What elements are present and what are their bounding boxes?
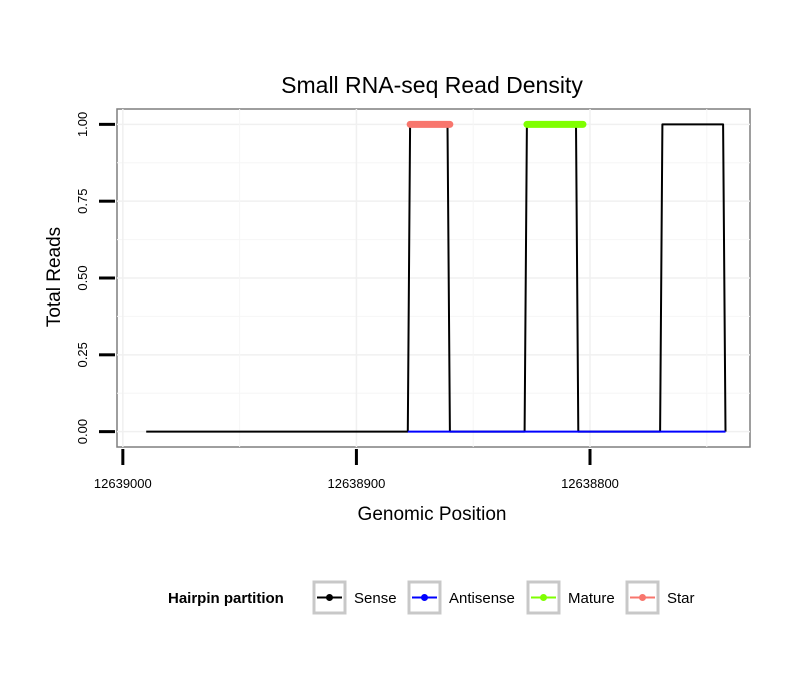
chart-title: Small RNA-seq Read Density <box>281 72 583 98</box>
x-axis-title: Genomic Position <box>358 504 507 525</box>
y-tick-label: 0.25 <box>75 342 90 367</box>
x-tick-label: 12638900 <box>327 476 385 491</box>
y-axis-title: Total Reads <box>44 227 65 327</box>
legend-label: Antisense <box>449 590 515 607</box>
legend-label: Star <box>667 590 695 607</box>
y-tick-label: 1.00 <box>75 112 90 137</box>
legend-title: Hairpin partition <box>168 590 284 607</box>
y-tick-label: 0.50 <box>75 265 90 290</box>
legend-item-antisense: Antisense <box>407 580 515 615</box>
legend-label: Sense <box>354 590 397 607</box>
x-tick-label: 12638800 <box>561 476 619 491</box>
axes-layer: 0.00 0.25 0.50 0.75 1.00 12639000 12638900 1263… <box>75 112 619 491</box>
x-tick-label: 12639000 <box>94 476 152 491</box>
series-layer <box>146 120 727 433</box>
y-tick-label: 0.75 <box>75 189 90 214</box>
legend-key-point <box>326 594 333 601</box>
legend-label: Mature <box>568 590 615 607</box>
legend-item-star: Star <box>625 580 695 615</box>
legend-key-point <box>540 594 547 601</box>
y-tick-label: 0.00 <box>75 419 90 444</box>
legend-key-point <box>421 594 428 601</box>
legend: Hairpin partition Sense Antisense Mature Sta… <box>168 580 695 615</box>
legend-key-point <box>639 594 646 601</box>
legend-item-sense: Sense <box>312 580 397 615</box>
legend-item-mature: Mature <box>526 580 615 615</box>
